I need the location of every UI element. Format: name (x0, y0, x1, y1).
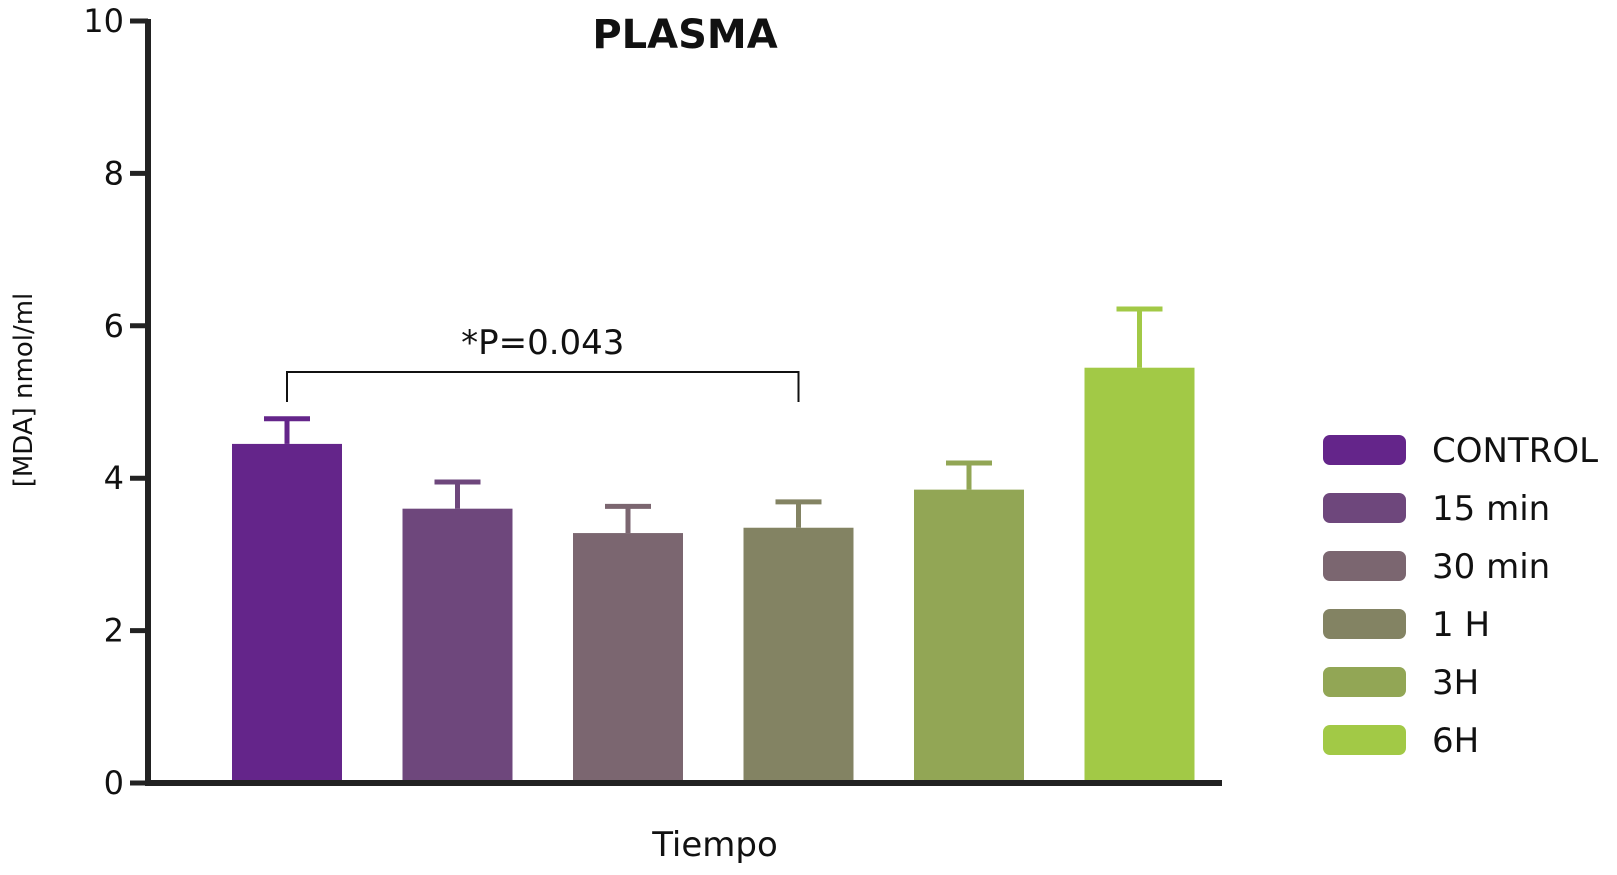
legend-label: 1 H (1432, 605, 1490, 645)
legend-item: CONTROL (1323, 431, 1598, 471)
y-tick-label: 6 (104, 307, 124, 345)
error-bar (775, 499, 822, 528)
y-tick-label: 10 (83, 2, 124, 40)
legend-swatch (1323, 609, 1406, 639)
significance-bracket (286, 371, 800, 402)
y-axis-label: [MDA] nmol/ml (9, 293, 39, 488)
bar (1084, 367, 1195, 783)
error-bar (434, 479, 481, 509)
error-bar (1116, 306, 1163, 368)
legend-label: 15 min (1432, 489, 1550, 529)
bars-layer (232, 367, 1195, 783)
legend: CONTROL 15 min 30 min 1 H 3H 6H (1323, 431, 1598, 761)
legend-swatch (1323, 493, 1406, 523)
bar (232, 443, 342, 783)
legend-label: 3H (1432, 663, 1479, 703)
legend-swatch (1323, 551, 1406, 581)
y-tick-label: 8 (104, 154, 124, 192)
legend-swatch (1323, 435, 1406, 465)
legend-swatch (1323, 725, 1406, 755)
significance-label: *P=0.043 (461, 323, 624, 363)
bar (402, 508, 513, 783)
y-tick-label: 2 (104, 612, 124, 650)
y-tick-label: 0 (104, 764, 124, 802)
legend-item: 1 H (1323, 605, 1490, 645)
legend-item: 6H (1323, 721, 1479, 761)
error-bars-layer (264, 306, 1163, 534)
legend-item: 30 min (1323, 547, 1550, 587)
legend-label: CONTROL (1432, 431, 1598, 471)
legend-swatch (1323, 667, 1406, 697)
bar (573, 533, 683, 783)
axes: 0 2 4 6 8 10 (83, 2, 1222, 802)
bar (743, 527, 854, 783)
error-bar (605, 503, 651, 534)
legend-label: 30 min (1432, 547, 1550, 587)
chart-title: PLASMA (592, 12, 777, 58)
error-bar (946, 460, 992, 490)
legend-item: 3H (1323, 663, 1479, 703)
legend-item: 15 min (1323, 489, 1550, 529)
legend-label: 6H (1432, 721, 1479, 761)
x-axis-label: Tiempo (651, 825, 778, 865)
significance-annotation: *P=0.043 (286, 323, 800, 402)
bar (914, 489, 1024, 783)
y-tick-label: 4 (104, 459, 124, 497)
error-bar (264, 416, 310, 444)
